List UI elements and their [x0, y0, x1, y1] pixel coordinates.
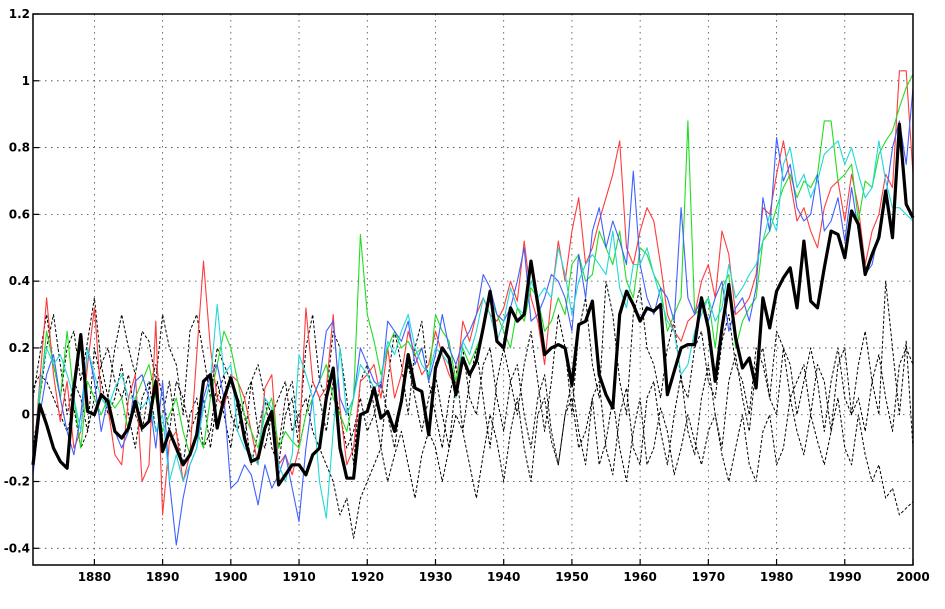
y-tick-label: 0.8: [9, 141, 30, 155]
x-tick-label: 1880: [78, 570, 111, 584]
series-line-dashed-5: [32, 280, 914, 466]
x-tick-label: 1960: [623, 570, 656, 584]
y-tick-label: -0.2: [4, 475, 30, 489]
y-tick-label: 0.2: [9, 341, 30, 355]
series-line-dashed-7: [32, 280, 914, 476]
x-tick-label: 1910: [282, 570, 315, 584]
x-tick-label: 1970: [692, 570, 725, 584]
x-tick-label: 1900: [214, 570, 247, 584]
y-tick-label: 0.4: [9, 274, 30, 288]
y-tick-label: -0.4: [4, 541, 30, 555]
series-line-dashed-6: [32, 347, 914, 539]
x-tick-label: 1890: [146, 570, 179, 584]
plot-frame: [32, 13, 914, 566]
y-tick-label: 1: [22, 74, 30, 88]
x-tick-label: 1980: [760, 570, 793, 584]
x-tick-label: 1950: [555, 570, 588, 584]
series-line-thick-black: [31, 122, 915, 487]
y-tick-label: 1.2: [9, 7, 30, 21]
x-tick-label: 1920: [351, 570, 384, 584]
y-tick-label: 0.6: [9, 207, 30, 221]
x-tick-label: 1940: [487, 570, 520, 584]
axis-layer: 1880 1890 1900 1910 1920 1930 1940 1950 1960 1970…: [4, 7, 930, 584]
x-tick-label: 2000: [896, 570, 929, 584]
series-layer: [31, 70, 915, 546]
x-tick-label: 1990: [828, 570, 861, 584]
x-tick-label: 1930: [419, 570, 452, 584]
series-line-4: [32, 140, 914, 519]
series-line-2: [32, 73, 914, 465]
series-line-3: [32, 87, 914, 546]
y-tick-label: 0: [22, 408, 30, 422]
